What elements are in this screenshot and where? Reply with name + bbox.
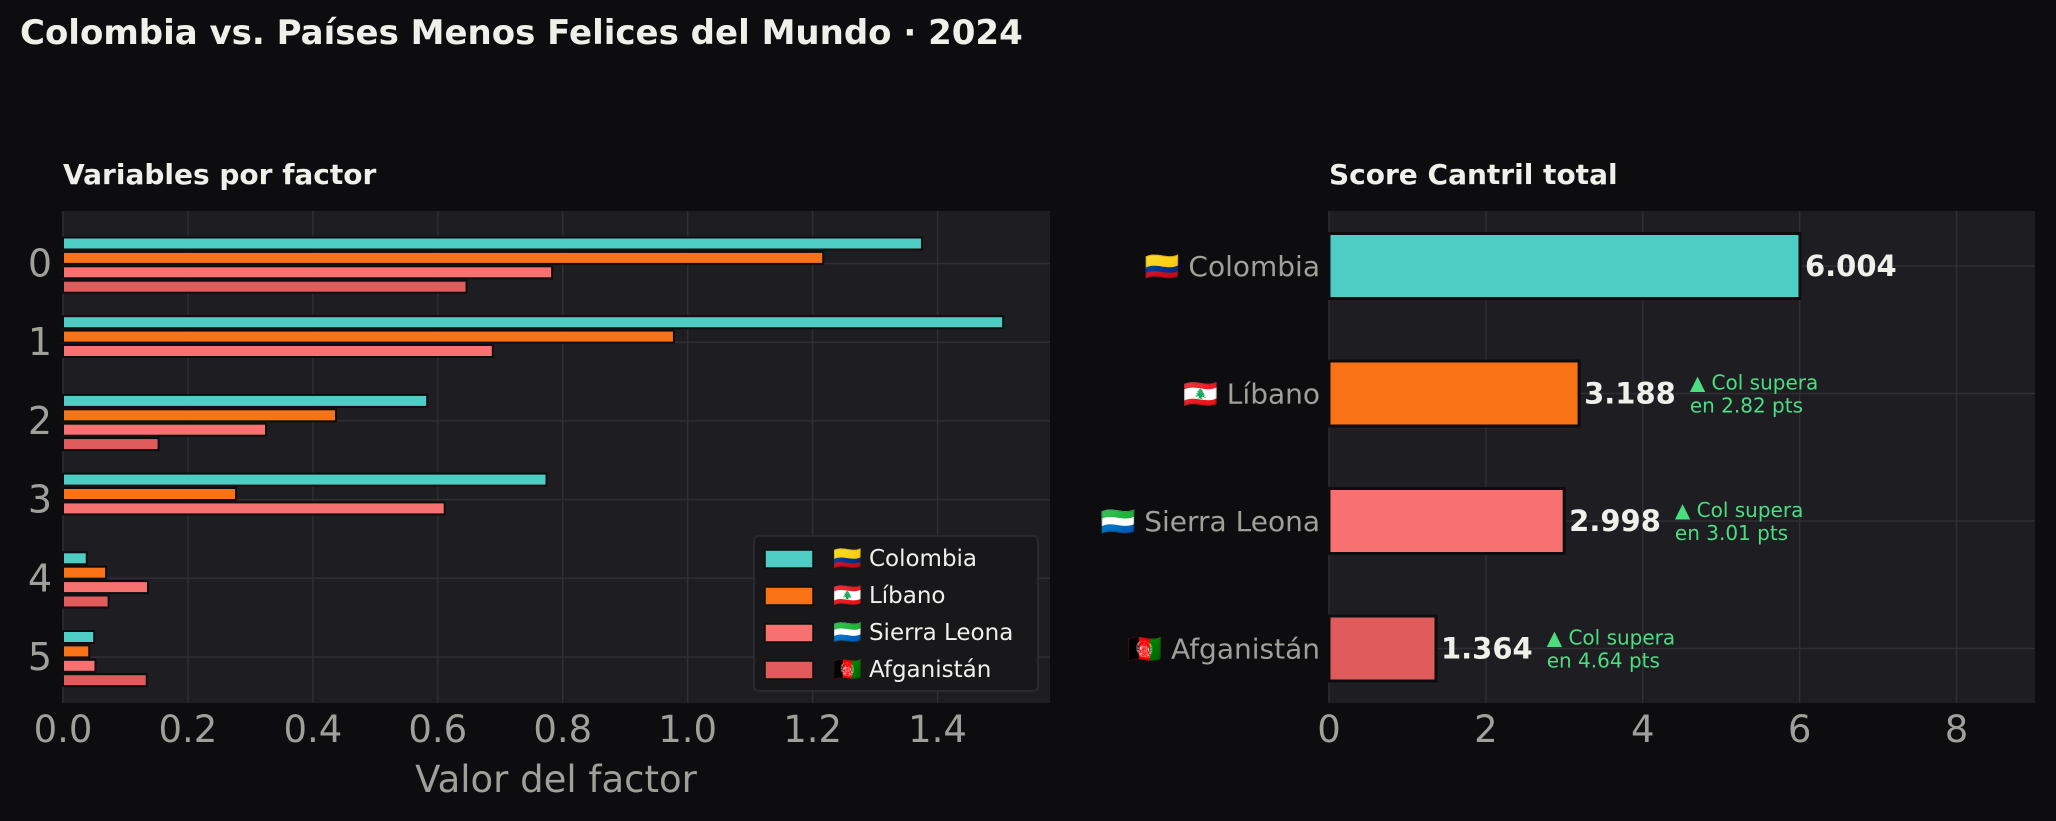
x-tick-label: 4 <box>1631 708 1655 751</box>
y-tick-label: 1 <box>28 320 52 364</box>
bar-1-3 <box>62 487 238 501</box>
legend-label: 🇨🇴 Colombia <box>833 546 977 572</box>
annotation-line-2: en 3.01 pts <box>1675 521 1788 545</box>
bar-2-4 <box>62 580 149 595</box>
legend-label: 🇦🇫 Afganistán <box>833 657 991 683</box>
score-bar <box>1327 614 1438 683</box>
left-chart-title: Variables por factor <box>63 158 377 191</box>
legend-label: 🇸🇱 Sierra Leona <box>833 620 1013 646</box>
bar-0-2 <box>62 393 429 408</box>
y-tick-label: 🇨🇴 Colombia <box>1145 250 1320 283</box>
bar-0-0 <box>62 236 923 251</box>
left-chart: 0.0 0.2 0.4 0.6 0.8 1.0 1.2 1.4 0 1 2 3 4 5 🇨🇴 Colombi… <box>28 211 1050 751</box>
y-tick-label: 5 <box>28 635 52 679</box>
bar-2-1 <box>62 344 494 358</box>
bar-3-2 <box>62 437 160 452</box>
bar-3-5 <box>62 673 148 688</box>
bar-0-5 <box>62 630 96 644</box>
x-tick-label: 1.4 <box>908 708 967 751</box>
y-tick-label: 2 <box>28 399 52 443</box>
y-tick-label: 3 <box>28 478 52 522</box>
bar-1-1 <box>62 329 675 344</box>
annotation-line-2: en 4.64 pts <box>1547 649 1660 673</box>
bar-0-4 <box>62 551 88 566</box>
bar-3-4 <box>62 594 110 609</box>
y-tick-label: 🇱🇧 Líbano <box>1183 378 1320 411</box>
value-label: 6.004 <box>1805 249 1897 283</box>
legend-swatch <box>764 623 814 643</box>
x-tick-label: 0 <box>1317 708 1341 751</box>
legend <box>753 535 1039 692</box>
bar-3-0 <box>62 279 468 294</box>
right-chart: 0 2 4 6 8 🇨🇴 Colombia 6.004 🇱🇧 Líbano 3.188 ▲ Col… <box>1100 211 2035 751</box>
annotation-line-2: en 2.82 pts <box>1690 394 1803 418</box>
score-bar <box>1327 232 1802 300</box>
x-tick-label: 2 <box>1474 708 1498 751</box>
bar-2-2 <box>62 422 268 437</box>
bar-0-3 <box>62 472 548 487</box>
annotation-line-1: ▲ Col supera <box>1690 371 1818 395</box>
y-tick-label: 🇸🇱 Sierra Leona <box>1100 505 1320 538</box>
x-tick-label: 0.4 <box>283 708 342 751</box>
x-tick-label: 0.6 <box>408 708 467 751</box>
left-x-axis-label: Valor del factor <box>415 758 697 801</box>
bar-2-5 <box>62 658 97 673</box>
bar-2-3 <box>62 501 446 516</box>
value-label: 3.188 <box>1584 377 1676 411</box>
x-tick-label: 8 <box>1945 708 1969 751</box>
y-tick-label: 🇦🇫 Afganistán <box>1127 633 1320 666</box>
legend-label: 🇱🇧 Líbano <box>833 583 946 609</box>
score-bar <box>1327 487 1566 555</box>
value-label: 1.364 <box>1441 632 1533 666</box>
bar-1-2 <box>62 408 337 423</box>
y-tick-label: 4 <box>28 556 52 600</box>
x-tick-label: 0.0 <box>34 708 93 751</box>
legend-swatch <box>764 549 814 569</box>
score-bar <box>1327 359 1581 428</box>
bar-1-4 <box>62 565 108 580</box>
x-tick-label: 1.2 <box>783 708 842 751</box>
annotation-line-1: ▲ Col supera <box>1547 626 1675 650</box>
bar-1-5 <box>62 644 91 659</box>
bar-2-0 <box>62 265 554 280</box>
right-chart-title: Score Cantril total <box>1329 158 1618 191</box>
x-tick-label: 6 <box>1788 708 1812 751</box>
bar-1-0 <box>62 250 825 265</box>
y-tick-label: 0 <box>28 242 52 286</box>
bar-0-1 <box>62 315 1005 330</box>
x-tick-label: 0.2 <box>159 708 218 751</box>
annotation-line-1: ▲ Col supera <box>1675 498 1803 522</box>
x-tick-label: 0.8 <box>533 708 592 751</box>
value-label: 2.998 <box>1569 504 1661 538</box>
figure-title: Colombia vs. Países Menos Felices del Mu… <box>20 13 1023 53</box>
legend-swatch <box>764 586 814 606</box>
legend-swatch <box>764 660 814 680</box>
x-tick-label: 1.0 <box>658 708 717 751</box>
